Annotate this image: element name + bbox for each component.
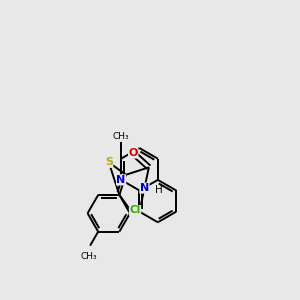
Text: O: O [128,148,138,158]
Text: H: H [155,184,163,194]
Text: S: S [105,157,113,167]
Text: Cl: Cl [129,206,141,215]
Text: CH₃: CH₃ [113,132,129,141]
Text: N: N [140,183,149,193]
Text: CH₃: CH₃ [80,252,97,261]
Text: N: N [116,175,126,185]
